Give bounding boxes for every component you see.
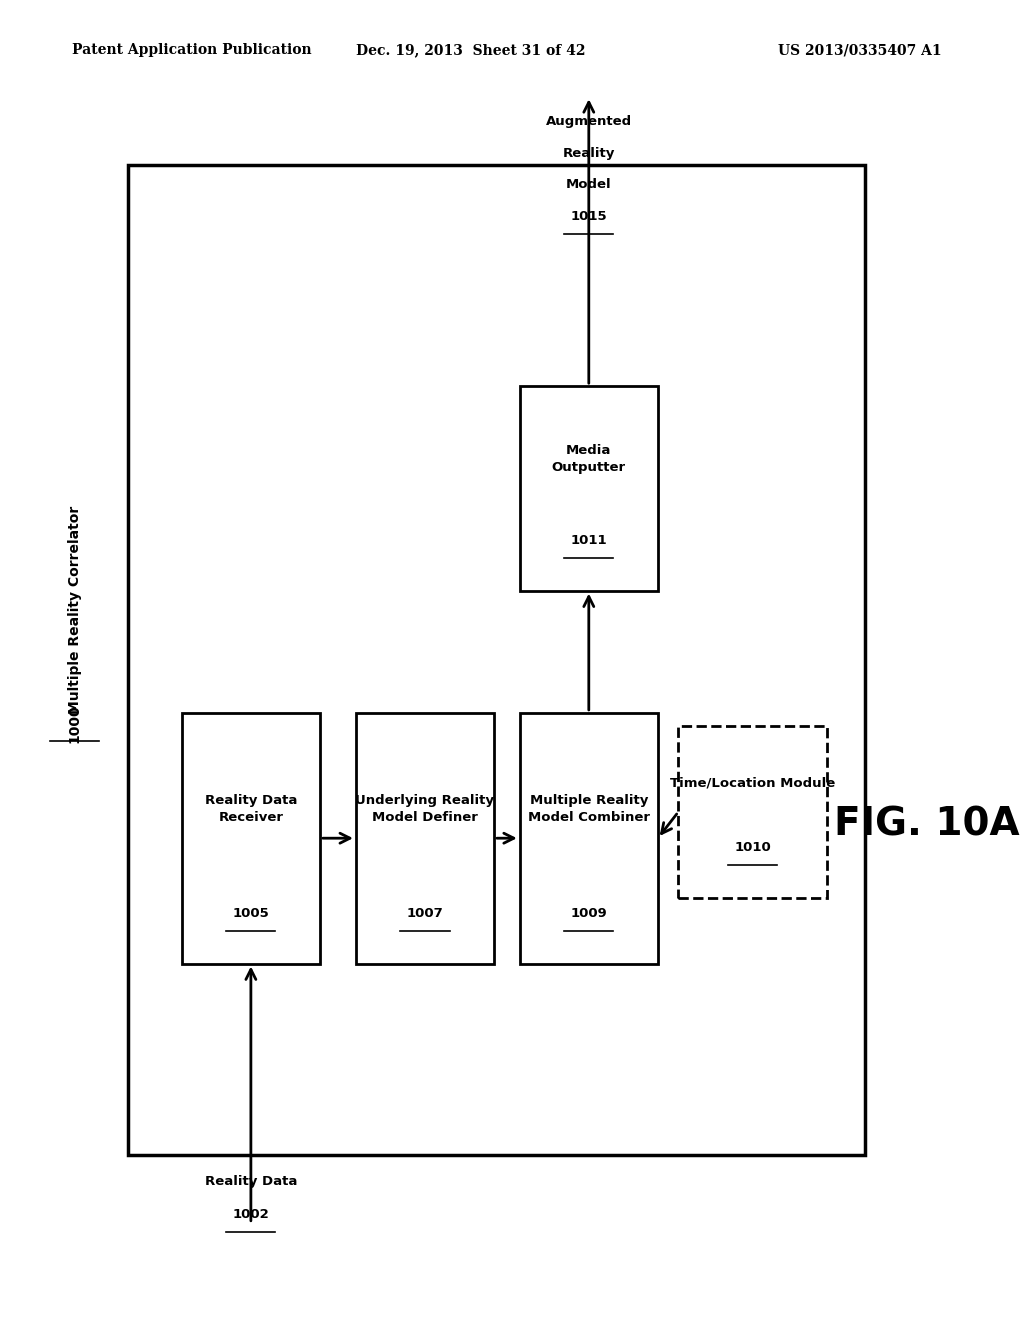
- Bar: [356, 713, 494, 964]
- Text: 1002: 1002: [232, 1208, 269, 1221]
- Bar: [519, 385, 657, 591]
- Text: 1010: 1010: [734, 841, 771, 854]
- Text: Model: Model: [566, 178, 611, 191]
- Text: Patent Application Publication: Patent Application Publication: [72, 44, 311, 57]
- Text: Multiple Reality
Model Combiner: Multiple Reality Model Combiner: [527, 795, 650, 824]
- Bar: [678, 726, 827, 898]
- Text: 1015: 1015: [570, 210, 607, 223]
- Text: 1011: 1011: [570, 535, 607, 546]
- Text: Media
Outputter: Media Outputter: [552, 445, 626, 474]
- Text: Reality Data: Reality Data: [205, 1175, 297, 1188]
- Text: Reality: Reality: [562, 147, 615, 160]
- Bar: [519, 713, 657, 964]
- Bar: [128, 165, 865, 1155]
- Text: 1007: 1007: [407, 907, 443, 920]
- Text: Augmented: Augmented: [546, 115, 632, 128]
- Text: US 2013/0335407 A1: US 2013/0335407 A1: [778, 44, 942, 57]
- Bar: [182, 713, 319, 964]
- Text: 1009: 1009: [570, 907, 607, 920]
- Text: Time/Location Module: Time/Location Module: [670, 776, 836, 789]
- Text: Reality Data
Receiver: Reality Data Receiver: [205, 795, 297, 824]
- Text: Underlying Reality
Model Definer: Underlying Reality Model Definer: [355, 795, 495, 824]
- Text: 1000: 1000: [68, 704, 82, 743]
- Text: Dec. 19, 2013  Sheet 31 of 42: Dec. 19, 2013 Sheet 31 of 42: [356, 44, 586, 57]
- Text: 1005: 1005: [232, 907, 269, 920]
- Text: FIG. 10A: FIG. 10A: [834, 807, 1020, 843]
- Text: Multiple Reality Correlator: Multiple Reality Correlator: [68, 506, 82, 714]
